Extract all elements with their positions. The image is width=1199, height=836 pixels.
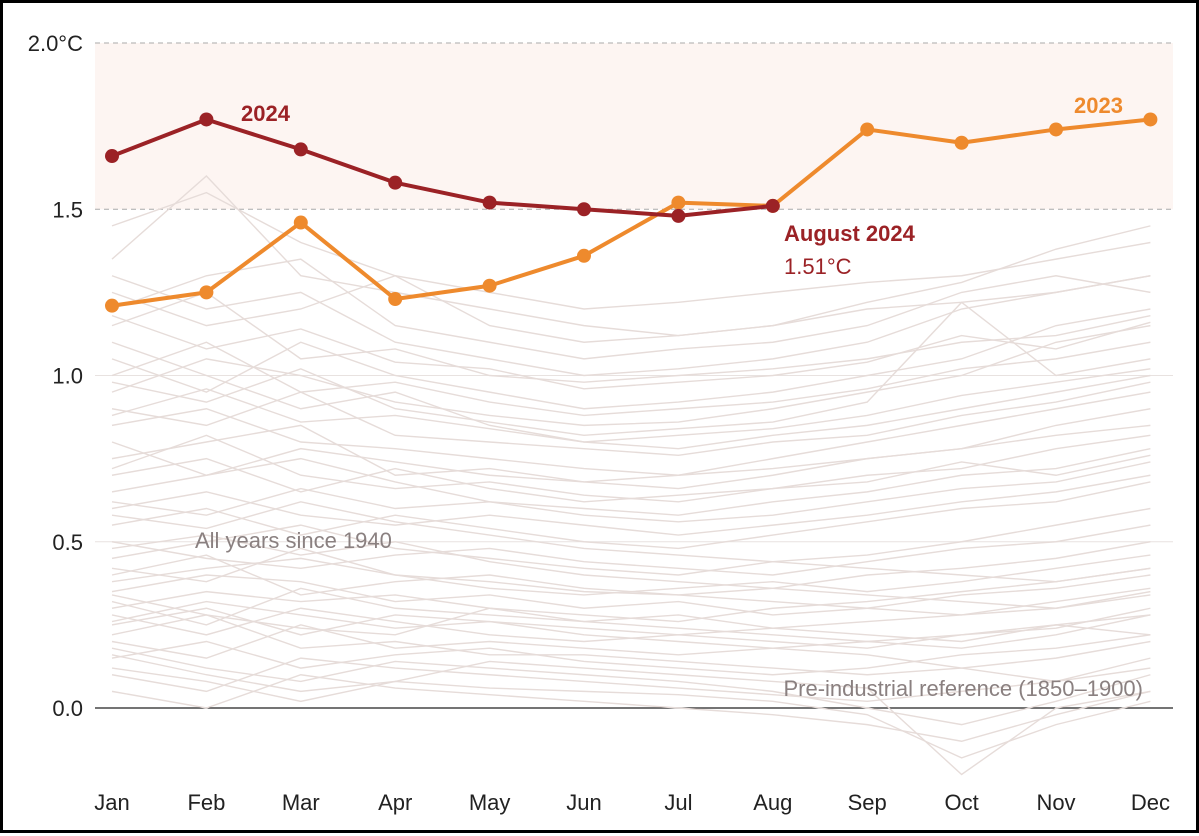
background-year-line [111,275,1151,377]
background-year-line [111,408,1151,490]
data-point-2024 [482,195,497,210]
x-tick-label: Aug [753,790,792,815]
series-2024 [105,112,780,223]
series-line-2024 [111,117,774,218]
background-year-line [111,541,1151,596]
background-year-line [111,314,1151,390]
background-year-line [111,634,1151,676]
y-tick-label: 0.5 [52,530,83,555]
background-year-line [111,647,1151,726]
label-2024: 2024 [241,101,291,126]
background-year-line [111,600,1151,683]
background-year-line [111,554,1151,616]
background-year-line [111,524,1151,576]
background-year-line [111,594,1151,643]
background-year-line [111,587,1151,649]
label-2023: 2023 [1074,93,1123,118]
background-year-line [111,461,1151,523]
background-year-line [111,574,1151,616]
temperature-anomaly-chart: 2.0°C 1.5 1.0 0.5 0.0 Jan Feb Mar Apr May Jun Jul A… [28,31,1173,815]
background-year-line [111,324,1151,427]
pre-industrial-baseline-label: Pre-industrial reference (1850–1900) [783,676,1143,701]
background-year-line [111,447,1151,516]
background-year-line [111,481,1151,550]
background-year-line [111,175,1151,337]
background-year-line [111,507,1151,576]
data-point-2024 [671,208,686,223]
y-tick-label: 2.0°C [28,31,83,56]
x-tick-label: May [469,790,511,815]
background-year-line [111,474,1151,536]
august-2024-annotation-title: August 2024 [784,221,916,246]
x-tick-label: Sep [848,790,887,815]
background-year-line [111,657,1151,703]
background-year-line [111,225,1151,343]
gridlines [95,42,1173,709]
background-year-line [111,368,1151,443]
background-year-line [111,381,1151,457]
y-tick-label: 1.5 [52,197,83,222]
x-tick-label: Jan [94,790,129,815]
y-tick-label: 1.0 [52,364,83,389]
background-year-line [111,391,1151,476]
x-tick-label: Oct [944,790,978,815]
data-point-2024 [105,149,119,164]
data-point-2023 [671,195,686,210]
background-year-line [111,424,1151,483]
background-year-line [111,341,1151,450]
background-year-line [111,308,1151,410]
data-point-2023 [577,248,591,263]
y-tick-label: 0.0 [52,696,83,721]
data-point-2023 [954,135,969,150]
data-point-2024 [199,112,214,127]
x-tick-label: Jun [566,790,601,815]
above-1.5-band [95,43,1173,210]
background-year-line [111,607,1151,649]
x-tick-label: Dec [1131,790,1170,815]
all-years-label: All years since 1940 [195,528,392,553]
august-2024-annotation-value: 1.51°C [784,254,852,279]
x-axis-tick-labels: Jan Feb Mar Apr May Jun Jul Aug Sep Oct Nov Dec [94,790,1170,815]
data-point-2024 [577,202,591,217]
data-point-2023 [388,292,403,307]
x-tick-label: Apr [378,790,412,815]
data-point-2024 [388,175,403,190]
data-point-2023 [293,215,308,230]
x-tick-label: Jul [664,790,692,815]
background-year-line [111,501,1151,583]
background-year-line [111,434,1151,503]
background-year-line [111,534,1151,609]
data-point-2024 [293,142,308,157]
series-line-2023 [111,117,1151,308]
background-year-line [111,258,1151,360]
x-tick-label: Feb [187,790,225,815]
background-year-line [111,674,1151,742]
x-tick-label: Mar [282,790,320,815]
background-year-line [111,191,1151,310]
background-year-line [111,301,1151,437]
y-axis-tick-labels: 2.0°C 1.5 1.0 0.5 0.0 [28,31,83,721]
data-point-2024 [765,198,780,213]
data-point-2023 [482,278,497,293]
data-point-2023 [860,122,875,137]
data-point-2023 [1049,122,1063,137]
data-point-2023 [199,285,214,300]
background-year-lines [111,175,1151,776]
background-year-line [111,654,1151,776]
background-year-line [111,614,1151,676]
data-point-2023 [1143,112,1158,127]
background-year-line [111,341,1151,417]
background-year-line [111,667,1151,759]
data-point-2023 [105,298,119,313]
background-year-line [111,291,1151,383]
x-tick-label: Nov [1036,790,1075,815]
